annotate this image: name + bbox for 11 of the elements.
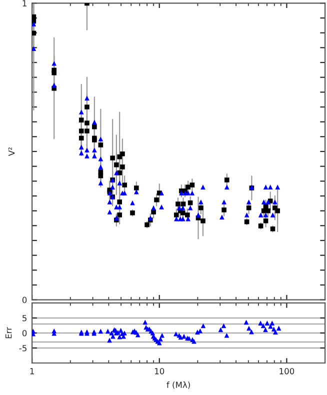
y-tick-label: 0 bbox=[22, 330, 27, 336]
x-tick-label: 100 bbox=[280, 368, 294, 374]
y-axis-title: Err bbox=[6, 327, 12, 338]
y-tick-label: 5 bbox=[22, 315, 26, 322]
y-tick-label: 1 bbox=[22, 0, 26, 6]
x-tick-label: 10 bbox=[154, 368, 164, 374]
x-axis-title: f (Mλ) bbox=[166, 381, 190, 389]
y-tick-label: 0 bbox=[22, 296, 27, 304]
y-axis-title: V² bbox=[8, 147, 15, 156]
y-tick-label: -5 bbox=[19, 345, 26, 352]
x-tick-label: 1 bbox=[30, 368, 34, 374]
